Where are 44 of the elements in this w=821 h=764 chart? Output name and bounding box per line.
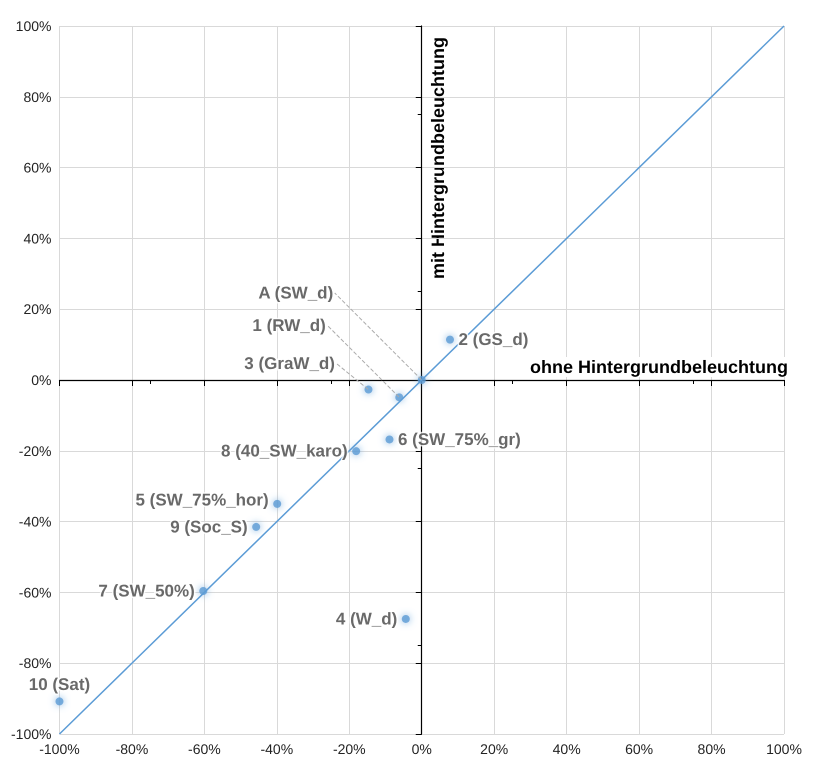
point xyxy=(402,614,410,623)
y-tick-label: -20% xyxy=(18,442,52,459)
annotation: 10 (Sat) xyxy=(28,674,90,694)
x-tick-label: 0% xyxy=(412,741,432,757)
y-tick-label: 40% xyxy=(23,230,52,246)
point xyxy=(352,447,360,456)
point xyxy=(252,522,260,531)
x-tick-label: 80% xyxy=(698,741,726,757)
annotation: A (SW_d) xyxy=(258,284,334,302)
point xyxy=(418,376,426,384)
x-tick-label: 40% xyxy=(552,741,581,757)
point xyxy=(395,393,404,402)
annotation: 7 (SW_50%) xyxy=(98,581,195,600)
y-tick-label: 60% xyxy=(23,160,52,176)
annotation: 1 (RW_d) xyxy=(252,316,326,335)
y-tick-label: 100% xyxy=(16,18,52,34)
point xyxy=(199,586,208,595)
annotation: 3 (GraW_d) xyxy=(244,354,335,374)
x-tick-label: 60% xyxy=(625,741,654,757)
x-tick-label: -40% xyxy=(260,741,294,757)
annotation: 9 (Soc_S) xyxy=(170,517,248,536)
x-tick-label: -20% xyxy=(332,741,366,757)
x-tick-label: 100% xyxy=(766,741,802,757)
y-tick-label: -60% xyxy=(18,584,52,600)
point xyxy=(55,697,64,706)
annotation: 5 (SW_75%_hor) xyxy=(135,490,269,510)
y-tick-label: -40% xyxy=(18,514,52,530)
x-tick-label: -80% xyxy=(116,741,148,757)
y-tick-label: 0% xyxy=(31,372,52,388)
point xyxy=(446,336,454,344)
x-axis-title: ohne Hintergrundbeleuchtung xyxy=(530,357,788,377)
point xyxy=(386,435,394,444)
y-tick-label: -80% xyxy=(18,655,52,672)
y-tick-label: -100% xyxy=(11,726,52,742)
annotation: 4 (W_d) xyxy=(336,609,398,628)
x-tick-label: 20% xyxy=(480,741,508,757)
x-tick-label: -60% xyxy=(188,741,221,757)
y-axis-title: mit Hintergrundbeleuchtung xyxy=(428,37,448,279)
point xyxy=(273,500,282,508)
point xyxy=(364,386,372,394)
y-tick-label: 80% xyxy=(23,88,52,105)
annotation: 8 (40_SW_karo) xyxy=(221,442,348,461)
x-tick-label: -100% xyxy=(39,741,80,757)
y-tick-label: 20% xyxy=(23,301,52,318)
